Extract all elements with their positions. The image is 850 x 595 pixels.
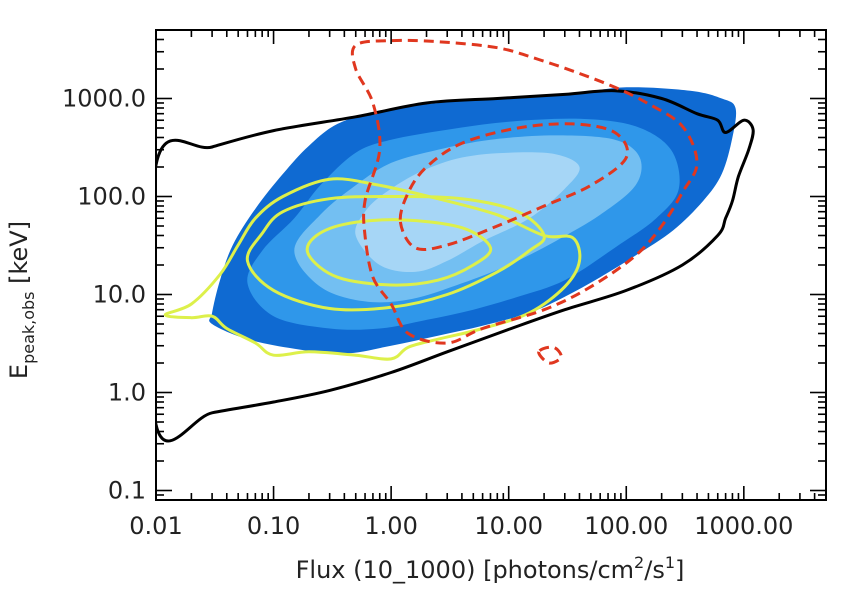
y-tick-label: 1000.0 [62,84,146,112]
y-tick-label: 0.1 [108,477,146,505]
yellow-contour-line-6 [245,194,546,312]
x-tick-label: 10.00 [474,512,543,540]
y-tick-label: 100.0 [77,183,146,211]
y-axis-title: Epeak,obs [keV] [5,221,38,379]
red-contour-line-10 [537,345,563,365]
yellow-contour-line-5 [163,177,582,361]
red-contour-line-9 [398,122,629,252]
x-tick-label: 0.10 [247,512,300,540]
red-contour-line-8 [350,38,699,345]
x-axis-title: Flux (10_1000) [photons/cm2/s1] [296,553,685,584]
filled-contour-core [355,152,580,273]
x-tick-label: 1000.00 [694,512,793,540]
tick-labels-layer: 0.01 0.10 1.00 10.00 100.00 1000.00 0.1 1.0 10.0… [62,84,793,540]
ticks-layer [155,29,827,501]
y-tick-label: 10.0 [93,281,146,309]
x-tick-label: 100.00 [584,512,668,540]
black-contour-line-4 [156,89,755,443]
x-tick-label: 0.01 [129,512,182,540]
contour-layer [156,38,755,443]
x-tick-label: 1.00 [364,512,417,540]
y-tick-label: 1.0 [108,379,146,407]
